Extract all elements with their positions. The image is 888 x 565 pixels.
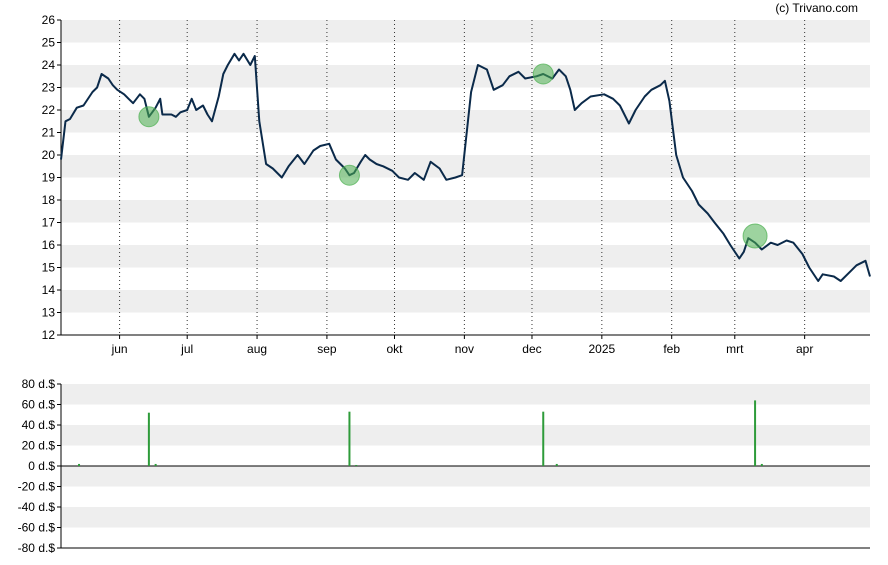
grid-band bbox=[61, 267, 870, 290]
price-grid-bands bbox=[60, 20, 870, 336]
y-tick-label: 22 bbox=[42, 103, 56, 117]
y-tick-label: 20 d.$ bbox=[22, 439, 56, 453]
y-tick-label: 40 d.$ bbox=[22, 418, 56, 432]
grid-band bbox=[61, 445, 870, 466]
grid-band bbox=[61, 177, 870, 200]
price-series bbox=[60, 52, 871, 282]
y-tick-label: 17 bbox=[42, 216, 56, 230]
grid-band bbox=[61, 290, 870, 313]
y-tick-label: 12 bbox=[42, 328, 56, 342]
grid-band bbox=[61, 110, 870, 133]
dividend-bar bbox=[542, 411, 545, 466]
y-tick-label: 21 bbox=[42, 126, 56, 140]
y-tick-label: 25 bbox=[42, 36, 56, 50]
dividend-bar bbox=[555, 463, 558, 466]
x-tick-label: 2025 bbox=[588, 342, 615, 356]
grid-band bbox=[61, 155, 870, 178]
dividend-bar bbox=[754, 400, 757, 466]
grid-band bbox=[61, 486, 870, 507]
grid-band bbox=[61, 384, 870, 405]
x-tick-label: apr bbox=[796, 342, 813, 356]
y-tick-label: 13 bbox=[42, 306, 56, 320]
y-tick-label: 0 d.$ bbox=[28, 459, 55, 473]
y-tick-label: 24 bbox=[42, 58, 56, 72]
grid-band bbox=[61, 404, 870, 425]
grid-band bbox=[61, 20, 870, 43]
y-tick-label: 60 d.$ bbox=[22, 398, 56, 412]
grid-band bbox=[61, 42, 870, 65]
y-tick-label: -40 d.$ bbox=[18, 500, 56, 514]
y-tick-label: 23 bbox=[42, 81, 56, 95]
grid-band bbox=[61, 245, 870, 268]
dividend-markers bbox=[138, 63, 768, 249]
dividend-marker bbox=[338, 164, 360, 186]
grid-band bbox=[61, 425, 870, 446]
x-tick-label: mrt bbox=[726, 342, 744, 356]
month-gridlines bbox=[119, 20, 806, 335]
grid-band bbox=[61, 65, 870, 88]
grid-band bbox=[61, 87, 870, 110]
y-tick-label: 16 bbox=[42, 238, 56, 252]
dividend-panel: 80 d.$ 60 d.$ 40 d.$ 20 d.$ 0 d.$ -20 d.$ -40 … bbox=[18, 377, 870, 555]
grid-band bbox=[61, 222, 870, 245]
x-tick-label: sep bbox=[317, 342, 337, 356]
price-line bbox=[60, 52, 871, 282]
y-tick-label: 15 bbox=[42, 261, 56, 275]
dividend-bar bbox=[348, 411, 351, 466]
y-tick-label: 14 bbox=[42, 283, 56, 297]
x-tick-label: okt bbox=[387, 342, 404, 356]
grid-band bbox=[61, 527, 870, 548]
dividend-grid-bands bbox=[60, 384, 870, 549]
date-x-axis: jun jul aug sep okt nov dec 2025 feb mrt apr bbox=[111, 335, 813, 356]
grid-band bbox=[61, 312, 870, 335]
x-tick-label: feb bbox=[663, 342, 680, 356]
dividend-bar bbox=[78, 463, 81, 466]
y-tick-label: -60 d.$ bbox=[18, 521, 56, 535]
x-tick-label: jun bbox=[111, 342, 128, 356]
dividend-bar bbox=[147, 412, 150, 466]
x-tick-label: nov bbox=[455, 342, 474, 356]
grid-band bbox=[61, 507, 870, 528]
dividend-marker bbox=[742, 223, 768, 249]
dividend-y-axis: 80 d.$ 60 d.$ 40 d.$ 20 d.$ 0 d.$ -20 d.$ -40 … bbox=[18, 377, 61, 555]
price-y-axis: 12 13 14 15 16 17 18 19 20 21 22 23 24 25 26 bbox=[42, 13, 61, 342]
y-tick-label: 80 d.$ bbox=[22, 377, 56, 391]
y-tick-label: 18 bbox=[42, 193, 56, 207]
grid-band bbox=[61, 200, 870, 223]
x-tick-label: jul bbox=[180, 342, 193, 356]
price-panel: 12 13 14 15 16 17 18 19 20 21 22 23 24 25 26 jun jul aug… bbox=[42, 13, 871, 356]
x-tick-label: dec bbox=[522, 342, 541, 356]
dividend-marker bbox=[138, 106, 160, 128]
y-tick-label: 19 bbox=[42, 171, 56, 185]
x-tick-label: aug bbox=[247, 342, 267, 356]
dividend-marker bbox=[532, 63, 554, 85]
y-tick-label: 20 bbox=[42, 148, 56, 162]
y-tick-label: 26 bbox=[42, 13, 56, 27]
dividend-bar bbox=[154, 463, 157, 466]
y-tick-label: -80 d.$ bbox=[18, 541, 56, 555]
dividend-bar bbox=[355, 464, 358, 466]
y-tick-label: -20 d.$ bbox=[18, 480, 56, 494]
dividend-bars bbox=[78, 400, 763, 466]
grid-band bbox=[61, 466, 870, 487]
copyright-credit: (c) Trivano.com bbox=[775, 1, 858, 15]
dividend-bar bbox=[760, 463, 763, 466]
